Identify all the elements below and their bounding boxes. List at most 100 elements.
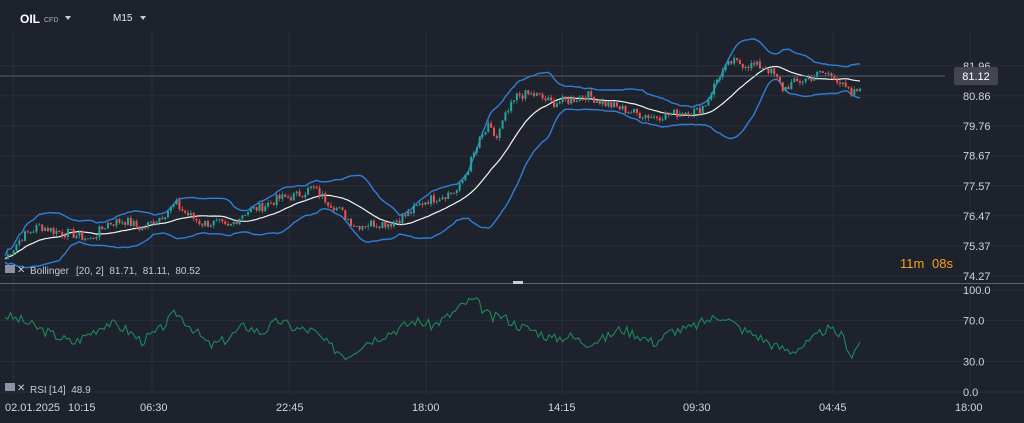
symbol-dropdown-caret-icon[interactable] <box>65 16 71 20</box>
rsi-line <box>4 297 861 361</box>
candle-body <box>818 71 821 73</box>
rsi-legend: ✕ RSI [14] 48.9 <box>5 383 91 396</box>
time-tick-label: 06:30 <box>140 402 168 414</box>
candle-body <box>367 225 370 227</box>
current-price-value: 81.12 <box>962 71 990 83</box>
time-tick-label: 14:15 <box>548 402 576 414</box>
candle-body <box>89 237 92 239</box>
candle-body <box>521 95 524 99</box>
candle-body <box>298 191 301 197</box>
candle-body <box>295 191 298 194</box>
rsi-settings-icon[interactable] <box>5 383 15 391</box>
candle-body <box>801 81 804 83</box>
candle-body <box>461 180 464 184</box>
candle-body <box>804 78 807 82</box>
candle-body <box>450 192 453 194</box>
candle-body <box>776 74 779 77</box>
candle-body <box>407 211 410 217</box>
candle-body <box>727 61 730 65</box>
candle-body <box>215 219 218 221</box>
candle-body <box>784 86 787 92</box>
candle-body <box>618 106 621 110</box>
countdown-minutes: 11m <box>900 256 924 271</box>
candle-body <box>721 70 724 78</box>
candle-body <box>598 100 601 105</box>
timeframe-dropdown-caret-icon[interactable] <box>140 16 146 20</box>
candle-body <box>329 205 332 208</box>
price-tick-label: 78.67 <box>963 151 991 163</box>
candle-body <box>507 110 510 113</box>
candle-body <box>350 218 353 226</box>
candle-body <box>444 197 447 200</box>
candle-body <box>378 226 381 229</box>
candle-body <box>438 199 441 202</box>
candle-body <box>447 192 450 200</box>
candle-body <box>161 217 164 219</box>
candle-body <box>6 254 9 259</box>
candle-body <box>555 103 558 107</box>
candle-body <box>104 228 107 230</box>
candle-body <box>770 68 773 74</box>
candle-body <box>312 186 315 188</box>
candle-body <box>550 97 553 101</box>
candle-body <box>667 112 670 115</box>
indicator-close-icon[interactable]: ✕ <box>17 265 25 276</box>
candle-body <box>761 68 764 70</box>
candle-body <box>21 240 24 242</box>
candle-body <box>61 232 64 236</box>
candle-body <box>647 115 650 118</box>
candle-body <box>781 82 784 92</box>
candle-body <box>684 112 687 115</box>
candle-body <box>790 81 793 90</box>
timeframe-selector[interactable]: M15 <box>113 13 133 24</box>
candle-body <box>807 77 810 79</box>
candle-body <box>810 77 813 81</box>
candle-body <box>847 86 850 88</box>
rsi-close-icon[interactable]: ✕ <box>17 383 25 394</box>
candle-body <box>361 226 364 230</box>
candle-body <box>544 98 547 101</box>
candle-body <box>561 96 564 103</box>
candle-body <box>75 235 78 238</box>
candle-body <box>390 224 393 227</box>
indicator-settings-icon[interactable] <box>5 265 15 273</box>
candle-body <box>341 207 344 211</box>
candle-body <box>567 99 570 104</box>
symbol-name: OIL <box>20 12 40 26</box>
time-tick-label: 02.01.2025 <box>5 402 60 414</box>
candle-body <box>370 220 373 226</box>
candle-body <box>538 93 541 95</box>
candle-body <box>573 97 576 102</box>
candle-body <box>358 225 361 230</box>
candle-body <box>487 123 490 133</box>
candle-body <box>109 222 112 225</box>
symbol-selector[interactable]: OIL CFD <box>20 12 58 26</box>
candle-body <box>515 93 518 101</box>
candle-body <box>227 223 230 226</box>
candle-body <box>267 202 270 207</box>
candle-body <box>601 101 604 105</box>
candle-body <box>264 206 267 212</box>
candle-body <box>115 219 118 226</box>
candle-body <box>710 94 713 100</box>
candle-body <box>627 112 630 114</box>
candle-body <box>859 88 861 92</box>
candle-body <box>813 77 816 81</box>
rsi-tick-label: 100.0 <box>963 285 991 297</box>
candle-body <box>452 192 455 194</box>
candle-body <box>661 119 664 121</box>
time-tick-label: 10:15 <box>68 402 96 414</box>
candle-body <box>152 221 155 225</box>
candle-body <box>192 213 195 219</box>
candle-body <box>261 203 264 212</box>
candle-body <box>484 132 487 135</box>
candle-body <box>673 109 676 114</box>
time-tick-label: 18:00 <box>955 402 983 414</box>
candle-body <box>324 193 327 203</box>
candle-body <box>693 108 696 115</box>
candle-body <box>421 203 424 205</box>
panel-resize-handle[interactable] <box>513 281 523 284</box>
candle-body <box>495 135 498 138</box>
candle-body <box>101 226 104 229</box>
